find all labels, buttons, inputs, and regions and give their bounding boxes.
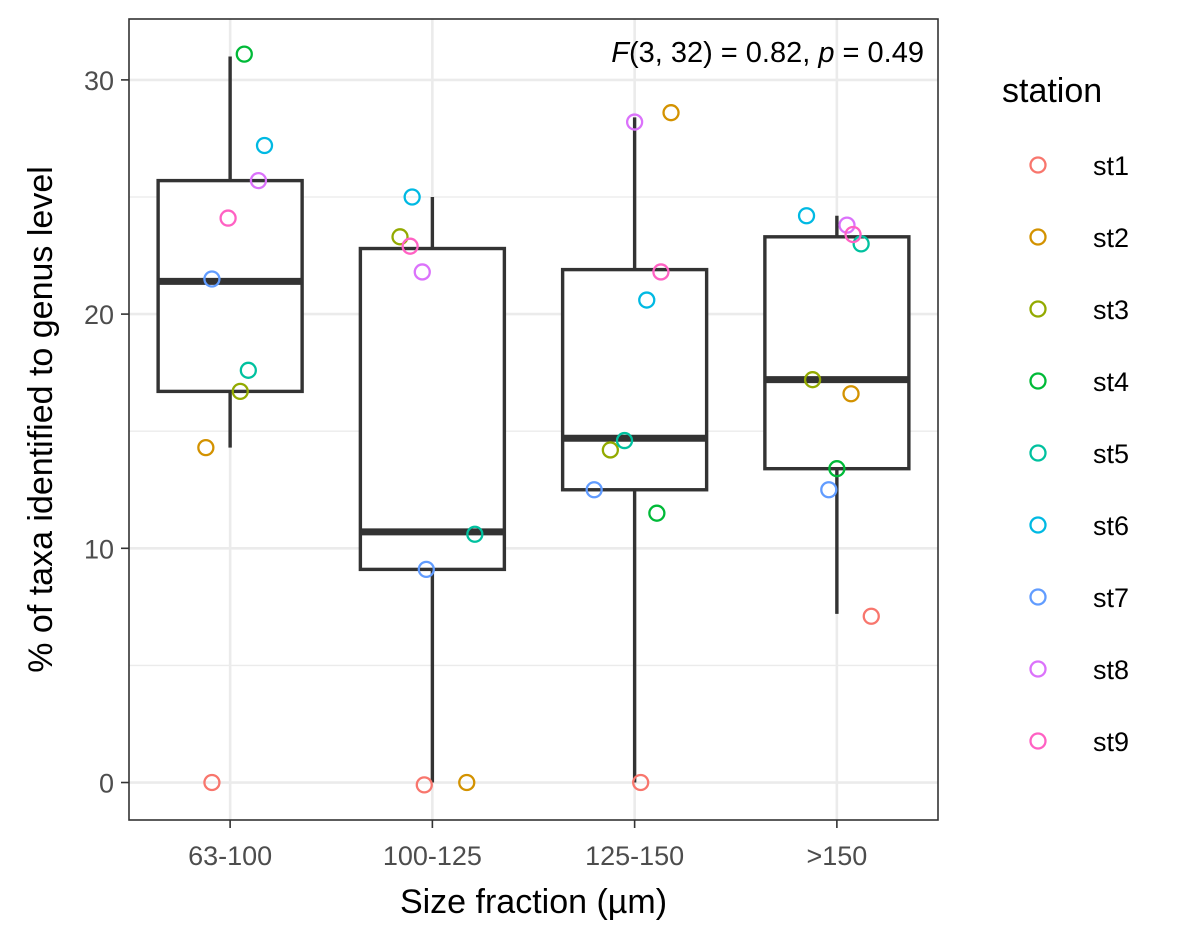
y-axis: 0 10 20 30	[84, 66, 129, 799]
point-st2	[662, 104, 680, 122]
box-1	[156, 56, 304, 448]
point-st7	[203, 270, 221, 288]
x-tick-label: 100-125	[383, 841, 482, 871]
point-st6	[797, 207, 816, 225]
point-st8	[838, 216, 856, 234]
point-st6	[255, 136, 274, 155]
point-st6	[403, 188, 421, 206]
point-st7	[820, 481, 838, 499]
point-st9	[219, 209, 237, 227]
legend-key-st1	[1029, 156, 1047, 174]
legend-key-st8	[1029, 660, 1047, 678]
legend-label-st7: st7	[1093, 583, 1129, 613]
point-st5	[615, 431, 634, 450]
point-st9	[844, 225, 862, 244]
box-series	[156, 56, 911, 783]
legend-label-st2: st2	[1093, 223, 1129, 253]
y-tick-label: 30	[84, 66, 114, 96]
legend-label-st3: st3	[1093, 295, 1129, 325]
x-axis: 63-100 100-125 125-150 >150	[188, 820, 867, 871]
legend-item-st4: st4	[1029, 367, 1129, 397]
legend-key-st3	[1029, 300, 1047, 318]
legend-title: station	[1002, 72, 1102, 110]
legend-label-st6: st6	[1093, 511, 1129, 541]
legend-label-st5: st5	[1093, 439, 1129, 469]
legend-item-st5: st5	[1029, 439, 1129, 469]
point-st3	[231, 382, 249, 401]
legend-label-st1: st1	[1093, 151, 1129, 181]
y-tick-label: 20	[84, 300, 114, 330]
legend-key-st2	[1029, 228, 1047, 246]
legend-item-st2: st2	[1029, 223, 1129, 253]
legend-key-st9	[1029, 732, 1047, 750]
legend-item-st7: st7	[1029, 583, 1129, 613]
box-3	[560, 117, 709, 783]
point-st1	[203, 773, 221, 792]
point-st2	[842, 385, 860, 403]
point-st1	[632, 773, 650, 792]
legend-items: st1 st2 st3 st4 st5 st6 st7 st8 st9	[1029, 151, 1129, 757]
anova-annotation: F(3, 32) = 0.82, p = 0.49	[611, 37, 924, 69]
point-st9	[401, 237, 419, 255]
legend-item-st1: st1	[1029, 151, 1129, 181]
legend: station st1 st2 st3 st4 st5 st6 st7 st8 st9	[1002, 72, 1129, 757]
point-st6	[638, 291, 656, 309]
point-st8	[413, 263, 431, 281]
x-tick-label: 125-150	[585, 841, 684, 871]
point-st8	[625, 113, 644, 131]
box-iqr	[156, 178, 304, 394]
legend-item-st8: st8	[1029, 655, 1129, 685]
point-st3	[601, 441, 620, 459]
legend-label-st9: st9	[1093, 727, 1129, 757]
x-axis-title: Size fraction (µm)	[400, 883, 667, 921]
x-tick-label: 63-100	[188, 841, 272, 871]
point-st4	[235, 45, 253, 63]
point-st3	[803, 371, 822, 389]
annotation-part: F	[611, 37, 631, 69]
annotation-part: p	[817, 37, 834, 69]
x-tick-label: >150	[806, 841, 867, 871]
point-st2	[458, 773, 476, 792]
point-st7	[585, 481, 603, 499]
legend-label-st4: st4	[1093, 367, 1129, 397]
point-st8	[249, 171, 268, 190]
box-iqr	[763, 235, 911, 471]
box-2	[358, 197, 507, 783]
y-tick-label: 0	[99, 769, 114, 799]
box-iqr	[560, 267, 709, 492]
point-st3	[391, 228, 409, 246]
point-st9	[652, 263, 670, 281]
legend-item-st3: st3	[1029, 295, 1129, 325]
legend-item-st9: st9	[1029, 727, 1129, 757]
legend-key-st7	[1029, 588, 1047, 606]
legend-key-st4	[1029, 372, 1047, 390]
y-tick-label: 10	[84, 534, 114, 564]
point-st5	[466, 525, 484, 543]
annotation-part: (3, 32) = 0.82,	[629, 37, 818, 69]
y-axis-title: % of taxa identified to genus level	[22, 166, 60, 673]
legend-key-st5	[1029, 444, 1047, 462]
point-st4	[648, 504, 666, 522]
point-series	[197, 45, 880, 794]
legend-label-st8: st8	[1093, 655, 1129, 685]
box-iqr	[358, 246, 507, 572]
point-st2	[197, 438, 215, 457]
panel-border	[128, 18, 939, 821]
legend-item-st6: st6	[1029, 511, 1129, 541]
point-st4	[828, 460, 846, 478]
annotation-part: = 0.49	[835, 37, 925, 69]
legend-key-st6	[1029, 516, 1047, 534]
point-st5	[239, 361, 257, 379]
point-st1	[415, 776, 433, 794]
point-st7	[417, 560, 435, 579]
point-st1	[862, 607, 880, 625]
box-4	[763, 215, 911, 614]
